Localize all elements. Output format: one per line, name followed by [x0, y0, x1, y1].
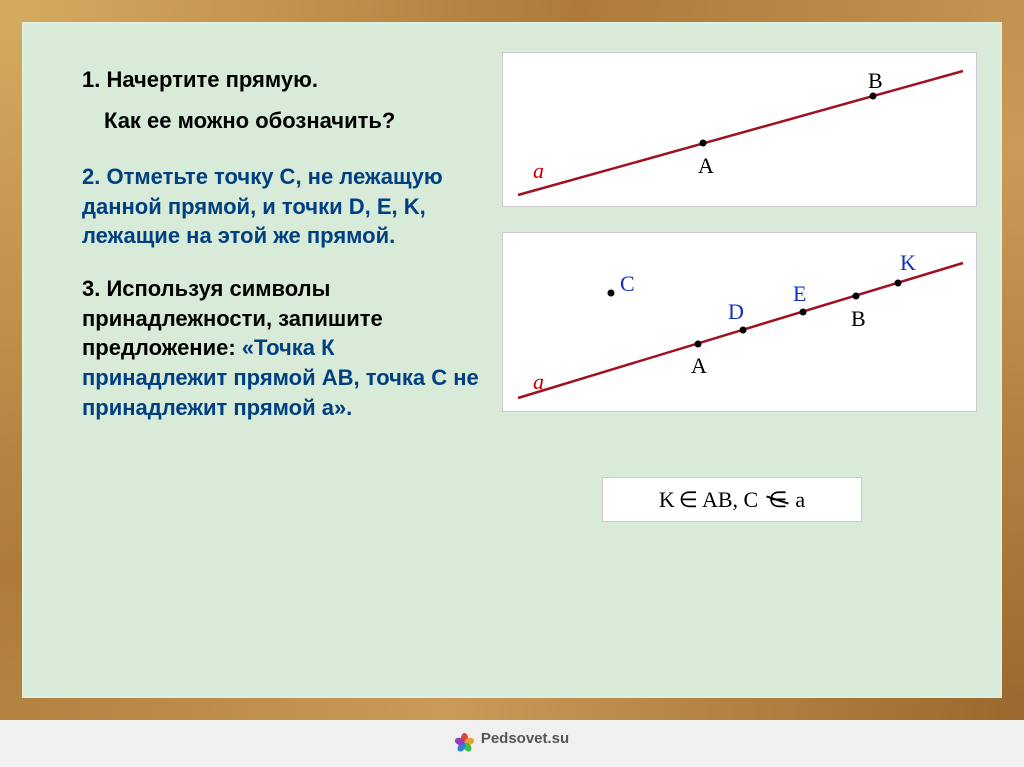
fig2-label-B: B — [851, 306, 866, 332]
figure-1: A B a — [502, 52, 977, 207]
fig2-label-C: C — [620, 271, 635, 297]
fig1-label-A: A — [698, 153, 714, 179]
question-3: 3. Используя символы принадлежности, зап… — [82, 274, 482, 422]
fig2-label-A: A — [691, 353, 707, 379]
question-1: 1. Начертите прямую. Как ее можно обозна… — [82, 67, 482, 134]
figure-3-formula: K ∈ AB, C ∈ a — [602, 477, 862, 522]
fig1-label-line-a: a — [533, 158, 544, 184]
right-column: A B a A B D E K C — [502, 47, 977, 678]
content-row: 1. Начертите прямую. Как ее можно обозна… — [82, 47, 962, 678]
q1-title: 1. Начертите прямую. — [82, 67, 482, 93]
fig2-label-line-a: a — [533, 369, 544, 395]
q1-sub: Как ее можно обозначить? — [104, 108, 482, 134]
formula-AB-C: AB, C — [702, 487, 758, 513]
fig2-label-D: D — [728, 299, 744, 325]
left-column: 1. Начертите прямую. Как ее можно обозна… — [82, 47, 482, 678]
fig2-label-E: E — [793, 281, 806, 307]
footer-logo-icon — [455, 728, 475, 748]
formula-K: K — [659, 487, 675, 513]
footer-text: Pedsovet.su — [481, 730, 569, 747]
q3-part1: 3. Используя символы принадлежности, зап… — [82, 276, 383, 360]
fig2-label-K: K — [900, 250, 916, 276]
formula-notin: ∈ — [768, 487, 787, 513]
footer: Pedsovet.su — [455, 728, 569, 748]
formula-in: ∈ — [679, 487, 698, 513]
chalkboard-frame: 1. Начертите прямую. Как ее можно обозна… — [0, 0, 1024, 720]
formula-a: a — [795, 487, 805, 513]
question-2: 2. Отметьте точку С, не лежащую данной п… — [82, 162, 482, 251]
fig1-label-B: B — [868, 68, 883, 94]
fig1-svg — [503, 53, 978, 208]
figure-2: A B D E K C a — [502, 232, 977, 412]
